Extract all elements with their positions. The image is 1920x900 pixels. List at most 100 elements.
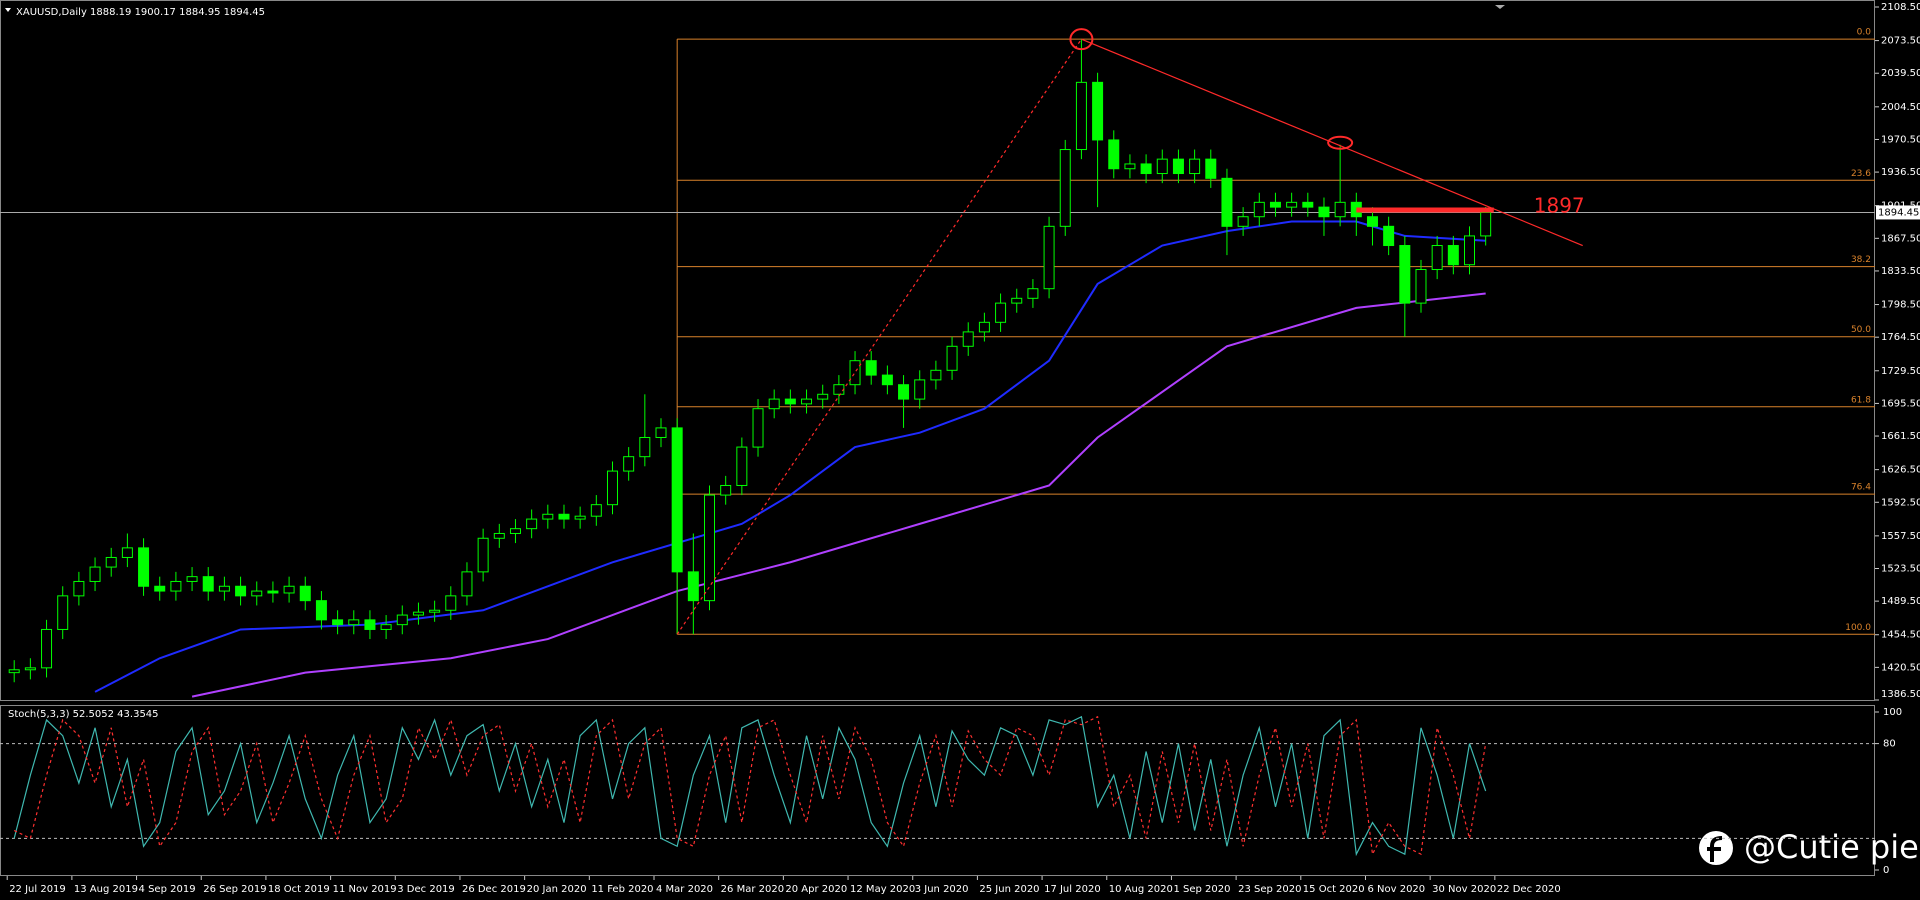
candle-body [1027,288,1039,299]
main-frame [0,0,1875,701]
candle-body [623,456,635,472]
x-tick-label: 3 Dec 2019 [397,884,455,895]
candle-body [41,628,53,669]
x-tick-label: 4 Sep 2019 [139,884,196,895]
x-tick-label: 10 Aug 2020 [1109,884,1173,895]
x-tick-label: 15 Oct 2020 [1303,884,1365,895]
candle-body [1043,225,1055,290]
candle-body [493,532,505,539]
watermark: @Cutie pie [1744,828,1919,866]
candle-body [1253,201,1265,218]
candle-body [995,302,1007,323]
candle-body [526,518,538,530]
resistance-label: 1897 [1534,194,1585,218]
candle-body [687,571,699,602]
candle-body [461,571,473,597]
x-tick-label: 13 Aug 2019 [74,884,138,895]
x-tick-label: 25 Jun 2020 [979,884,1039,895]
candle-body [881,374,893,386]
candle-body [639,436,651,458]
fib-label: 23.6 [1851,169,1871,179]
peak-marker [1327,135,1354,150]
candle-body [8,669,20,674]
y-tick-label: 1523.50 [1881,564,1920,575]
moving-average [191,292,1486,698]
candle-body [946,345,958,371]
candle-body [121,547,133,558]
scroll-triangle[interactable] [1495,5,1505,9]
x-tick-label: 22 Jul 2019 [9,884,66,895]
candle-body [1447,245,1459,266]
watermark-logo [1699,831,1733,865]
candle-body [1108,139,1120,170]
y-tick-label: 2004.50 [1881,102,1920,113]
candle-body [1092,81,1104,141]
x-tick-label: 11 Feb 2020 [591,884,653,895]
x-tick-label: 12 May 2020 [850,884,915,895]
candle-body [1480,211,1492,237]
candle-body [105,556,117,568]
candle-body [752,408,764,448]
x-tick-label: 3 Jun 2020 [915,884,969,895]
candle-body [1415,269,1427,304]
candle-body [283,585,295,594]
y-tick-label: 1592.50 [1881,497,1920,508]
y-tick-label: 2108.50 [1881,2,1920,13]
stoch-tick-label: 0 [1883,865,1889,876]
candle-body [429,609,441,613]
candle-body [1464,235,1475,266]
current-price-box [1876,205,1920,220]
y-tick-label: 1386.50 [1881,689,1920,700]
fib-label: 76.4 [1851,483,1871,493]
y-tick-label: 1695.50 [1881,398,1920,409]
candle-body [1205,158,1217,179]
candle-body [396,614,408,626]
candle-body [380,624,392,630]
menu-triangle[interactable] [5,8,11,12]
x-tick-label: 20 Jan 2020 [527,884,587,895]
y-tick-label: 1867.50 [1881,233,1920,244]
candle-body [817,393,829,400]
candle-body [1221,177,1233,227]
y-tick-label: 1420.50 [1881,662,1920,673]
candle-body [865,360,877,376]
trendline [1081,38,1583,247]
candle-body [1172,158,1184,175]
y-tick-label: 1729.50 [1881,366,1920,377]
y-tick-label: 1764.50 [1881,332,1920,343]
x-tick-label: 26 Sep 2019 [203,884,266,895]
fib-label: 61.8 [1851,395,1871,405]
candle-body [364,619,376,630]
candle-body [962,331,974,347]
current-price-label: 1894.45 [1878,207,1919,218]
candle-body [251,590,263,597]
candle-body [768,398,780,410]
candle-body [542,513,554,520]
fib-label: 38.2 [1851,255,1871,265]
candle-body [477,537,489,573]
candle-body [1189,158,1201,175]
candle-body [154,585,166,592]
candle-body [1286,201,1298,208]
candle-body [1124,163,1136,170]
x-tick-label: 1 Sep 2020 [1173,884,1230,895]
candle-body [1011,297,1023,304]
candle-body [1237,216,1249,227]
candle-body [235,585,247,597]
candle-body [73,580,85,597]
candle-body [1431,245,1443,271]
candle-body [332,619,344,626]
y-tick-label: 1661.50 [1881,431,1920,442]
fib-label: 50.0 [1851,325,1871,335]
x-tick-label: 20 Apr 2020 [785,884,847,895]
y-tick-label: 1626.50 [1881,465,1920,476]
candle-body [1318,206,1330,218]
y-tick-label: 1970.50 [1881,134,1920,145]
candle-body [655,427,667,438]
candle-body [558,513,570,520]
stoch-tick-label: 80 [1883,739,1896,750]
candle-body [574,515,586,520]
candle-body [801,398,813,405]
x-tick-label: 18 Oct 2019 [268,884,330,895]
x-tick-label: 23 Sep 2020 [1238,884,1301,895]
